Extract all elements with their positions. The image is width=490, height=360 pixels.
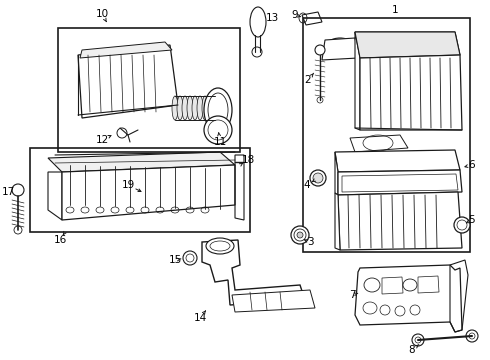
Ellipse shape [197,96,203,120]
Text: 7: 7 [349,290,355,300]
Ellipse shape [206,238,234,254]
Ellipse shape [313,173,323,183]
Ellipse shape [325,38,355,58]
Text: 13: 13 [266,13,279,23]
Text: 12: 12 [96,135,109,145]
Ellipse shape [192,96,198,120]
Text: 15: 15 [169,255,182,265]
Text: 17: 17 [1,187,15,197]
Polygon shape [322,38,358,60]
Text: 6: 6 [469,160,475,170]
Text: 4: 4 [304,180,310,190]
Polygon shape [48,152,235,172]
Text: 18: 18 [242,155,255,165]
Polygon shape [62,165,235,220]
Ellipse shape [315,45,325,55]
Ellipse shape [177,96,183,120]
Polygon shape [355,32,460,58]
Ellipse shape [204,116,232,144]
Text: 3: 3 [307,237,313,247]
Text: 16: 16 [53,235,67,245]
Text: 10: 10 [96,9,109,19]
Ellipse shape [204,88,232,132]
Bar [303,18,470,252]
Ellipse shape [252,47,262,57]
Polygon shape [338,170,462,195]
Ellipse shape [12,184,24,196]
Ellipse shape [14,226,22,234]
Polygon shape [338,192,462,250]
Polygon shape [48,172,62,220]
Ellipse shape [412,334,424,346]
Ellipse shape [207,96,213,120]
Polygon shape [202,240,305,305]
Ellipse shape [172,96,178,120]
Ellipse shape [466,330,478,342]
Polygon shape [355,32,360,130]
Text: 2: 2 [305,75,311,85]
Ellipse shape [310,170,326,186]
Text: 9: 9 [292,10,298,20]
Polygon shape [302,12,322,25]
Ellipse shape [202,96,208,120]
Polygon shape [355,32,460,58]
Ellipse shape [454,217,470,233]
Polygon shape [80,42,172,58]
Text: 5: 5 [469,215,475,225]
Ellipse shape [297,232,303,238]
Text: 8: 8 [409,345,416,355]
Polygon shape [335,150,460,172]
Bar [30,148,250,232]
Ellipse shape [187,96,193,120]
Polygon shape [360,55,462,130]
Text: 1: 1 [392,5,398,15]
Text: 19: 19 [122,180,135,190]
Text: 14: 14 [194,313,207,323]
Ellipse shape [183,251,197,265]
Polygon shape [335,193,340,250]
Bar [58,28,240,152]
Polygon shape [232,290,315,312]
Ellipse shape [250,7,266,37]
Ellipse shape [317,97,323,103]
Polygon shape [355,265,462,332]
Polygon shape [78,45,178,118]
Polygon shape [335,152,338,195]
Ellipse shape [291,226,309,244]
Text: 11: 11 [213,137,226,147]
Ellipse shape [182,96,188,120]
Polygon shape [350,135,408,152]
